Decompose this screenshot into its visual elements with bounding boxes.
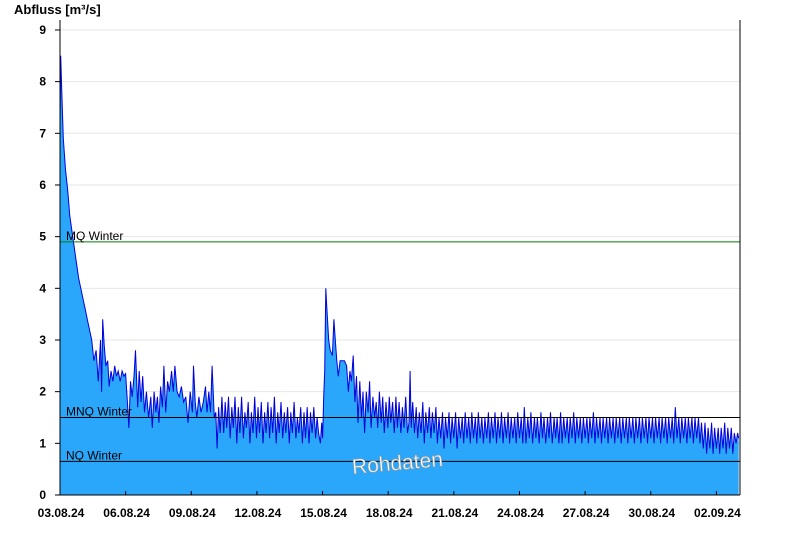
reference-line-label: MNQ Winter [66,404,132,418]
x-tick-label: 09.08.24 [169,506,216,520]
x-tick-label: 03.08.24 [38,506,85,520]
discharge-line [59,55,740,454]
y-tick-label: 4 [39,281,46,295]
x-tick-label: 30.08.24 [628,506,675,520]
y-tick-label: 0 [39,488,46,502]
reference-line-label: NQ Winter [66,448,122,462]
y-tick-label: 7 [39,126,46,140]
x-tick-label: 21.08.24 [431,506,478,520]
y-axis: 0 1 2 3 4 5 6 7 8 9 [39,23,60,502]
x-axis: 03.08.24 06.08.24 09.08.24 12.08.24 15.08.24… [38,491,741,520]
y-tick-label: 8 [39,75,46,89]
y-tick-label: 9 [39,23,46,37]
y-tick-label: 2 [39,385,46,399]
grid-lines [60,29,740,444]
y-tick-label: 6 [39,178,46,192]
x-tick-label: 12.08.24 [235,506,282,520]
x-tick-label: 02.09.24 [694,506,741,520]
discharge-area-series [59,55,740,496]
x-tick-label: 15.08.24 [300,506,347,520]
reference-lines: MQ Winter MNQ Winter NQ Winter [60,229,740,462]
y-tick-label: 5 [39,230,46,244]
x-tick-label: 18.08.24 [366,506,413,520]
x-tick-label: 27.08.24 [563,506,610,520]
y-tick-label: 1 [39,436,46,450]
plot-frame [59,20,741,496]
y-tick-label: 3 [39,333,46,347]
y-axis-title: Abfluss [m³/s] [14,2,101,17]
x-tick-label: 06.08.24 [103,506,150,520]
reference-line-label: MQ Winter [66,229,123,243]
x-tick-label: 24.08.24 [497,506,544,520]
